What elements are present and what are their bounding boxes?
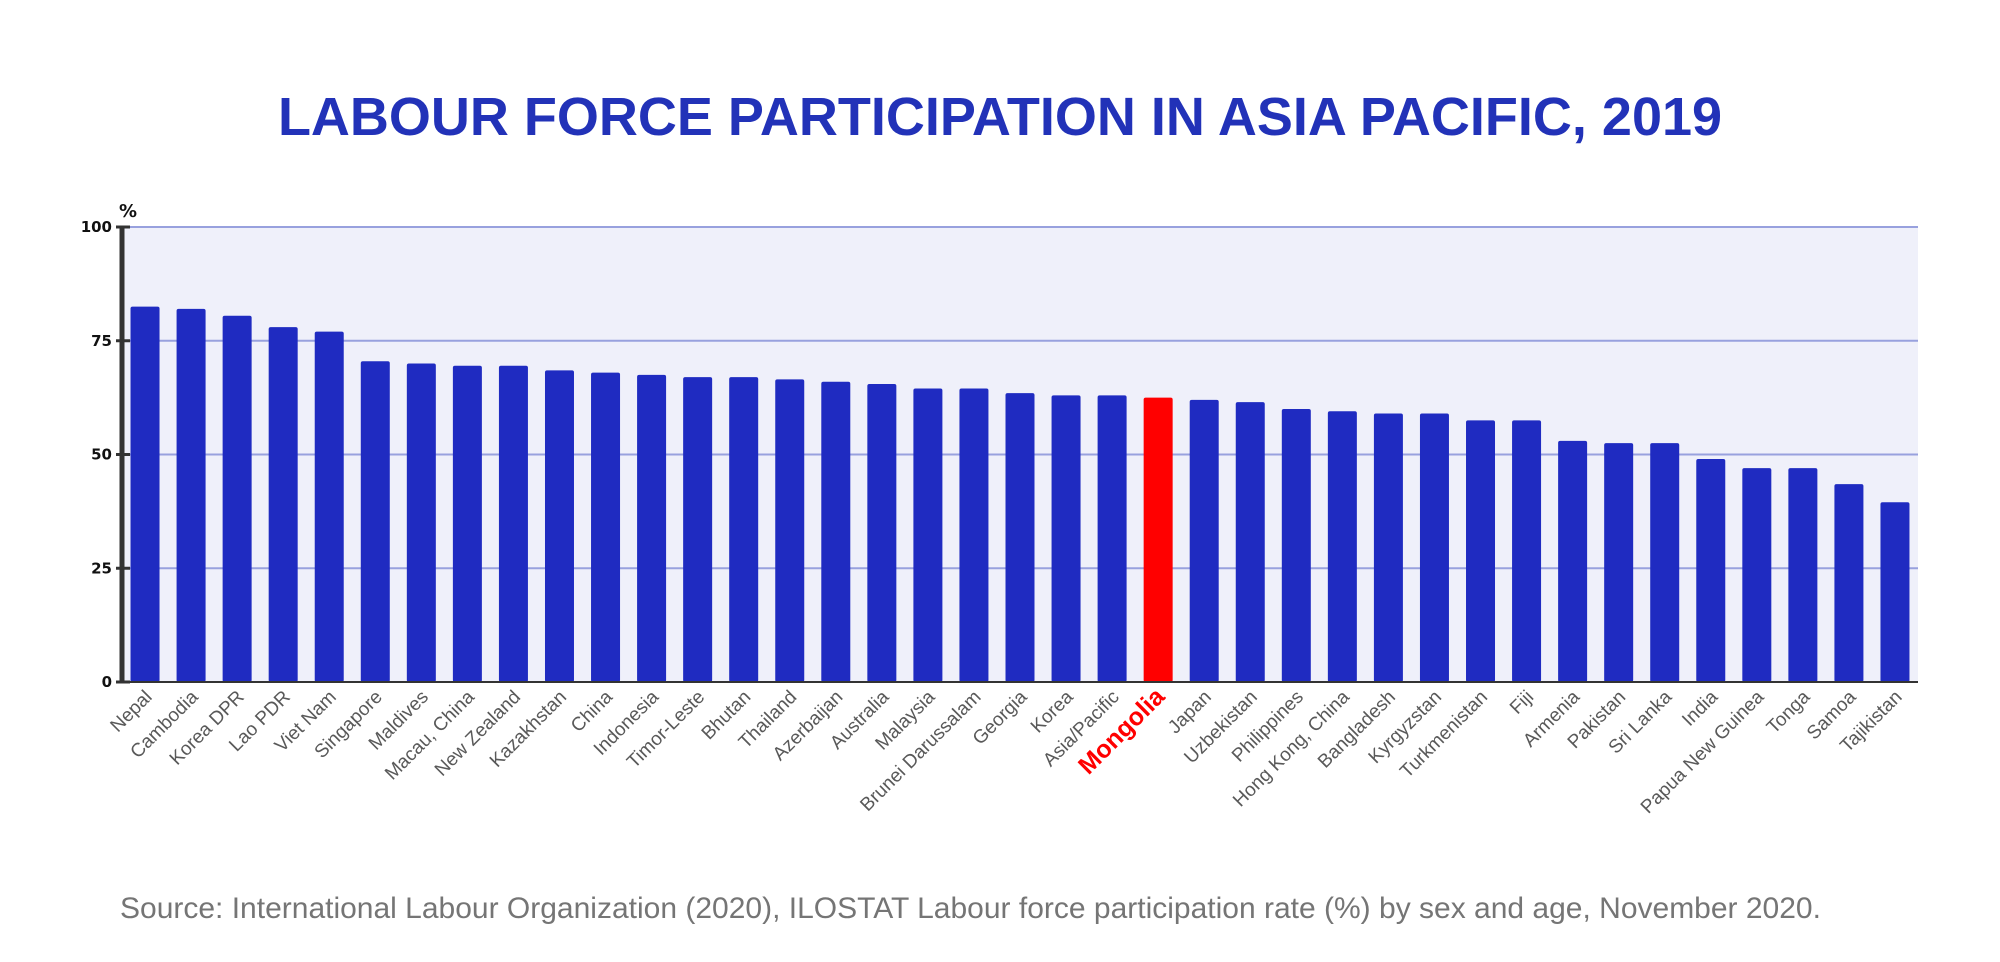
bar: [913, 388, 943, 682]
bar: [1189, 399, 1219, 682]
y-tick-label: 25: [91, 559, 112, 577]
bar: [1880, 502, 1910, 682]
bar: [1419, 413, 1449, 682]
bar: [360, 361, 390, 682]
bar: [683, 377, 713, 682]
bar: [1558, 440, 1588, 682]
bar: [452, 365, 482, 682]
bar: [498, 365, 528, 682]
y-tick-label: 75: [91, 332, 112, 350]
bar: [1327, 411, 1357, 682]
bar: [1650, 443, 1680, 682]
bar: [314, 331, 344, 682]
bar: [1051, 395, 1081, 682]
chart-title: LABOUR FORCE PARTICIPATION IN ASIA PACIF…: [277, 87, 1723, 147]
bar: [1281, 409, 1311, 682]
bar: [1604, 443, 1634, 682]
bar: [222, 315, 252, 682]
bar: [1235, 402, 1265, 682]
y-tick-label: 0: [102, 673, 112, 691]
bar: [1696, 459, 1726, 682]
bar: [775, 379, 805, 682]
bar: [406, 363, 436, 682]
bar: [637, 374, 667, 682]
bar: [130, 306, 160, 682]
bar: [1466, 420, 1496, 682]
bars: [130, 306, 1910, 682]
x-tick-label: Fiji: [1506, 687, 1538, 719]
y-axis-ticks: 0 25 50 75 100: [81, 218, 130, 691]
bar: [176, 308, 206, 682]
bar: [591, 372, 621, 682]
bar: [1512, 420, 1542, 682]
bar: [268, 327, 298, 682]
bar: [1834, 484, 1864, 682]
bar: [1373, 413, 1403, 682]
y-axis-unit-label: %: [119, 201, 137, 222]
bar: [1788, 468, 1818, 682]
source-note: Source: International Labour Organizatio…: [120, 892, 1821, 925]
bar: [729, 377, 759, 682]
bar: [821, 381, 851, 682]
bar: [544, 370, 574, 682]
bar: [1097, 395, 1127, 682]
bar: [959, 388, 989, 682]
bar: [867, 383, 897, 682]
bar: [1742, 468, 1772, 682]
y-tick-label: 50: [91, 446, 112, 464]
bar: [1005, 393, 1035, 682]
bar-highlight: [1143, 397, 1173, 682]
y-tick-label: 100: [81, 218, 112, 236]
